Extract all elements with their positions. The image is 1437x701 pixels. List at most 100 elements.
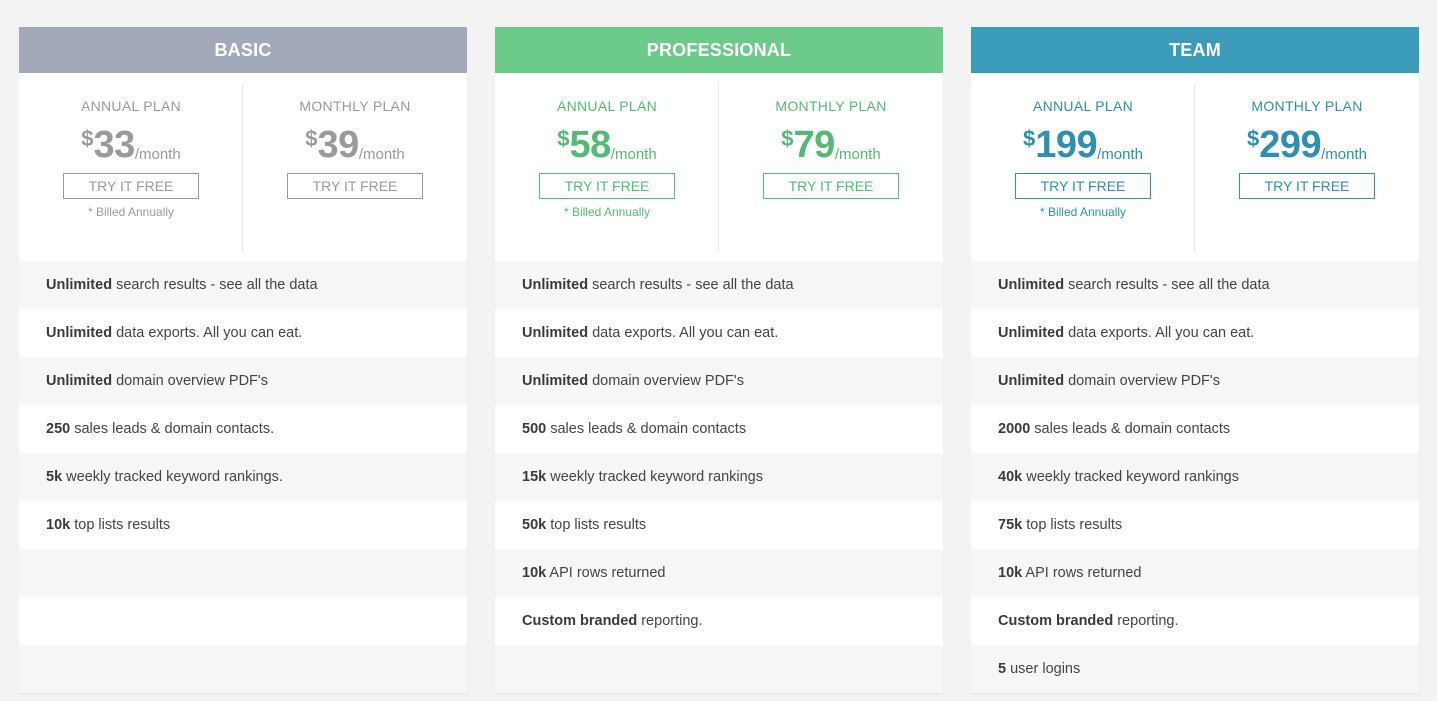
feature-item: 10k top lists results xyxy=(19,501,467,549)
feature-item xyxy=(495,645,943,693)
feature-text: weekly tracked keyword rankings xyxy=(1022,469,1239,485)
feature-highlight: Unlimited xyxy=(46,325,113,341)
feature-highlight: 75k xyxy=(998,517,1023,533)
feature-item: 75k top lists results xyxy=(971,501,1419,549)
try-it-free-button[interactable]: TRY IT FREE xyxy=(1015,173,1151,199)
monthly-pricing: MONTHLY PLAN $39/month TRY IT FREE xyxy=(243,73,467,261)
monthly-price: $79/month xyxy=(719,122,943,166)
annual-pricing: ANNUAL PLAN $58/month TRY IT FREE * Billed … xyxy=(495,73,719,261)
feature-item: 15k weekly tracked keyword rankings xyxy=(495,453,943,501)
plan-title: BASIC xyxy=(19,27,467,73)
feature-highlight: Unlimited xyxy=(998,277,1065,293)
feature-text: top lists results xyxy=(546,517,647,533)
annual-pricing: ANNUAL PLAN $199/month TRY IT FREE * Billed… xyxy=(971,73,1195,261)
annual-pricing: ANNUAL PLAN $33/month TRY IT FREE * Billed … xyxy=(19,73,243,261)
price-amount: 33 xyxy=(93,124,136,166)
annual-plan-label: ANNUAL PLAN xyxy=(80,98,182,114)
feature-item: 10k API rows returned xyxy=(495,549,943,597)
feature-item: 40k weekly tracked keyword rankings xyxy=(971,453,1419,501)
feature-highlight: 15k xyxy=(522,469,547,485)
feature-item: Custom branded reporting. xyxy=(971,597,1419,645)
try-it-free-button[interactable]: TRY IT FREE xyxy=(539,173,675,199)
feature-item: 50k top lists results xyxy=(495,501,943,549)
plan-pricing: ANNUAL PLAN $33/month TRY IT FREE * Billed … xyxy=(19,73,467,261)
feature-highlight: 40k xyxy=(998,469,1023,485)
feature-text: domain overview PDF's xyxy=(112,373,268,389)
plan-title: PROFESSIONAL xyxy=(495,27,943,73)
price-period: /month xyxy=(134,146,181,163)
feature-text: API rows returned xyxy=(546,565,666,581)
currency-symbol: $ xyxy=(557,126,570,151)
feature-text: user logins xyxy=(1006,661,1081,677)
feature-text: sales leads & domain contacts. xyxy=(70,421,275,437)
monthly-price: $39/month xyxy=(243,122,467,166)
feature-text: domain overview PDF's xyxy=(588,373,744,389)
feature-text: weekly tracked keyword rankings. xyxy=(62,469,283,485)
annual-plan-label: ANNUAL PLAN xyxy=(556,98,658,114)
feature-item: Unlimited data exports. All you can eat. xyxy=(495,309,943,357)
feature-text: top lists results xyxy=(70,517,171,533)
feature-item: Unlimited domain overview PDF's xyxy=(495,357,943,405)
monthly-plan-label: MONTHLY PLAN xyxy=(299,98,411,114)
feature-text: data exports. All you can eat. xyxy=(1064,325,1255,341)
feature-highlight: Custom branded xyxy=(998,613,1114,629)
feature-item: Custom branded reporting. xyxy=(495,597,943,645)
monthly-plan-label: MONTHLY PLAN xyxy=(1251,98,1363,114)
feature-list: Unlimited search results - see all the d… xyxy=(495,261,943,693)
price-period: /month xyxy=(834,146,881,163)
feature-text: search results - see all the data xyxy=(588,277,794,293)
feature-highlight: 10k xyxy=(522,565,547,581)
currency-symbol: $ xyxy=(781,126,794,151)
feature-item: 10k API rows returned xyxy=(971,549,1419,597)
price-amount: 79 xyxy=(793,124,836,166)
feature-highlight: Unlimited xyxy=(46,373,113,389)
try-it-free-button[interactable]: TRY IT FREE xyxy=(763,173,899,199)
price-amount: 299 xyxy=(1259,124,1322,166)
feature-item: Unlimited domain overview PDF's xyxy=(19,357,467,405)
feature-highlight: 10k xyxy=(998,565,1023,581)
billed-annually-note: * Billed Annually xyxy=(1039,205,1127,219)
feature-item: Unlimited search results - see all the d… xyxy=(19,261,467,309)
billed-annually-note: * Billed Annually xyxy=(87,205,175,219)
feature-item: Unlimited domain overview PDF's xyxy=(971,357,1419,405)
feature-item: Unlimited search results - see all the d… xyxy=(495,261,943,309)
feature-highlight: 500 xyxy=(522,421,547,437)
feature-text: domain overview PDF's xyxy=(1064,373,1220,389)
annual-price: $58/month xyxy=(495,122,719,166)
feature-item: 5 user logins xyxy=(971,645,1419,693)
feature-item xyxy=(19,597,467,645)
try-it-free-button[interactable]: TRY IT FREE xyxy=(287,173,423,199)
feature-highlight: 250 xyxy=(46,421,71,437)
feature-text: top lists results xyxy=(1022,517,1123,533)
feature-item: 250 sales leads & domain contacts. xyxy=(19,405,467,453)
monthly-plan-label: MONTHLY PLAN xyxy=(775,98,887,114)
feature-text: search results - see all the data xyxy=(112,277,318,293)
feature-text: weekly tracked keyword rankings xyxy=(546,469,763,485)
currency-symbol: $ xyxy=(1022,126,1036,151)
price-period: /month xyxy=(1097,146,1143,163)
feature-highlight: Unlimited xyxy=(522,373,589,389)
monthly-pricing: MONTHLY PLAN $79/month TRY IT FREE xyxy=(719,73,943,261)
feature-item: 5k weekly tracked keyword rankings. xyxy=(19,453,467,501)
plan-card-professional: PROFESSIONAL ANNUAL PLAN $58/month TRY IT F… xyxy=(495,27,943,693)
feature-item: 500 sales leads & domain contacts xyxy=(495,405,943,453)
feature-highlight: Unlimited xyxy=(522,277,589,293)
price-amount: 58 xyxy=(569,124,612,166)
try-it-free-button[interactable]: TRY IT FREE xyxy=(63,173,199,199)
feature-list: Unlimited search results - see all the d… xyxy=(19,261,467,693)
price-period: /month xyxy=(610,146,657,163)
plan-pricing: ANNUAL PLAN $199/month TRY IT FREE * Billed… xyxy=(971,73,1419,261)
feature-highlight: Unlimited xyxy=(522,325,589,341)
feature-text: sales leads & domain contacts xyxy=(546,421,747,437)
plan-pricing: ANNUAL PLAN $58/month TRY IT FREE * Billed … xyxy=(495,73,943,261)
feature-item: Unlimited data exports. All you can eat. xyxy=(971,309,1419,357)
feature-highlight: 10k xyxy=(46,517,71,533)
feature-item xyxy=(19,549,467,597)
plan-title: TEAM xyxy=(971,27,1419,73)
annual-price: $33/month xyxy=(19,122,243,166)
currency-symbol: $ xyxy=(1246,126,1260,151)
annual-price: $199/month xyxy=(971,122,1195,166)
feature-highlight: 5k xyxy=(46,469,63,485)
plan-card-team: TEAM ANNUAL PLAN $199/month TRY IT FREE * Bi… xyxy=(971,27,1419,693)
try-it-free-button[interactable]: TRY IT FREE xyxy=(1239,173,1375,199)
